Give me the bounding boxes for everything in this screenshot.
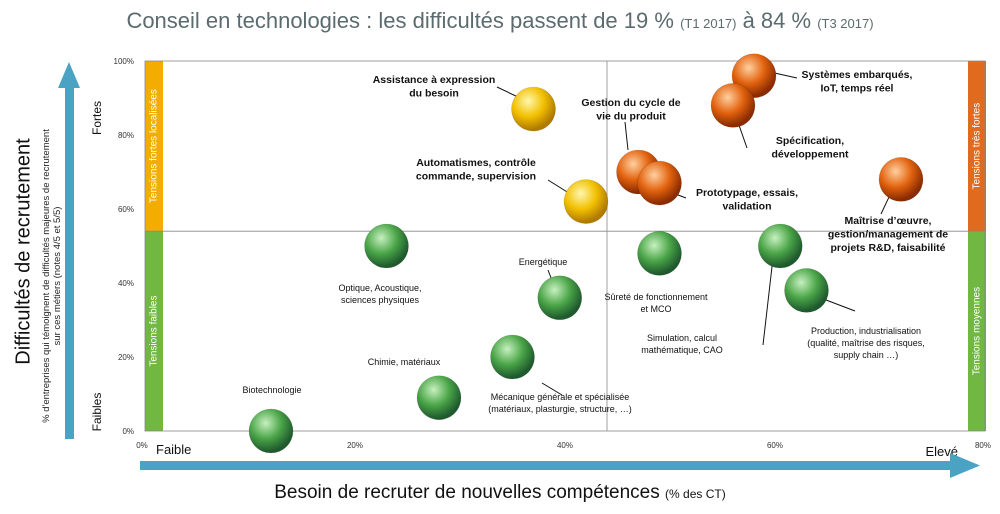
zone-bar-left-bottom	[145, 231, 163, 431]
y-tick-label: 60%	[118, 205, 134, 214]
x-tick-label: 80%	[975, 441, 991, 450]
y-tick-label: 40%	[118, 279, 134, 288]
data-point	[784, 268, 829, 313]
data-point	[248, 408, 294, 454]
title-connector: à 84 %	[742, 8, 812, 33]
data-point	[490, 334, 535, 380]
data-point	[757, 223, 803, 269]
zone-bar-right-top	[968, 61, 986, 232]
title-period-1: (T1 2017)	[680, 16, 737, 31]
zone-bar-right-bottom	[968, 231, 986, 431]
x-axis-high-label: Elevé	[925, 444, 958, 459]
x-tick-label: 0%	[136, 441, 148, 450]
data-label: Assistance à expression du besoin	[373, 74, 496, 100]
data-label: Chimie, matériaux	[368, 357, 441, 367]
chart-title: Conseil en technologies : les difficulté…	[0, 8, 1000, 34]
x-tick-label: 20%	[347, 441, 363, 450]
data-point	[537, 275, 583, 321]
y-tick-label: 20%	[118, 353, 134, 362]
x-tick-label: 40%	[557, 441, 573, 450]
y-tick-label: 80%	[118, 131, 134, 140]
data-label: Optique, Acoustique, sciences physiques	[338, 283, 421, 305]
data-label: Sûreté de fonctionnement et MCO	[604, 292, 708, 314]
title-main: Conseil en technologies : les difficulté…	[126, 8, 674, 33]
leader-line	[624, 121, 629, 151]
zone-label-left-bottom: Tensions faibles	[149, 296, 160, 367]
x-axis-label: Besoin de recruter de nouvelles compéten…	[0, 482, 1000, 504]
y-axis-arrow-head	[58, 62, 80, 88]
data-label: Automatismes, contrôle commande, supervis…	[416, 157, 536, 183]
y-tick-label: 100%	[114, 57, 134, 66]
y-axis-low-label: Faibles	[90, 393, 104, 432]
data-label: Prototypage, essais, validation	[696, 187, 798, 213]
data-point	[637, 231, 682, 276]
x-axis-arrow-head	[950, 453, 980, 478]
x-axis-low-label: Faible	[156, 442, 191, 457]
data-label: Simulation, calcul mathématique, CAO	[641, 333, 723, 355]
x-axis-label-unit: (% des CT)	[665, 487, 726, 501]
y-tick-label: 0%	[122, 427, 134, 436]
x-tick-label: 60%	[767, 441, 783, 450]
zone-label-right-bottom: Tensions moyennes	[972, 287, 983, 375]
x-axis-arrow-shaft	[140, 461, 955, 470]
zone-label-right-top: Tensions très fortes	[972, 103, 983, 190]
data-label: Maîtrise d’œuvre, gestion/management de pr…	[828, 215, 948, 254]
leader-line	[762, 257, 774, 346]
zone-label-left-top: Tensions fortes localisées	[149, 89, 160, 203]
x-axis-label-text: Besoin de recruter de nouvelles compéten…	[274, 482, 660, 503]
y-axis-high-label: Fortes	[90, 101, 104, 135]
data-label: Production, industrialisation (qualité, m…	[807, 326, 925, 360]
data-label: Biotechnologie	[242, 385, 301, 395]
zone-bar-left-top	[145, 61, 163, 232]
leader-line	[541, 382, 563, 396]
data-label: Gestion du cycle de vie du produit	[581, 97, 680, 123]
data-point	[710, 83, 756, 128]
y-axis-arrow-shaft	[65, 84, 74, 439]
data-point	[563, 179, 609, 224]
data-point	[637, 160, 682, 206]
plot-frame	[144, 60, 986, 432]
title-period-2: (T3 2017)	[817, 16, 874, 31]
data-label: Mécanique générale et spécialisée (matéri…	[488, 392, 632, 414]
data-label: Spécification, développement	[771, 135, 849, 161]
data-point	[364, 223, 409, 269]
data-label: Energétique	[519, 257, 568, 267]
data-point	[511, 86, 556, 132]
data-point	[416, 375, 462, 421]
data-label: Systèmes embarqués, IoT, temps réel	[802, 69, 913, 95]
data-point	[878, 157, 924, 202]
